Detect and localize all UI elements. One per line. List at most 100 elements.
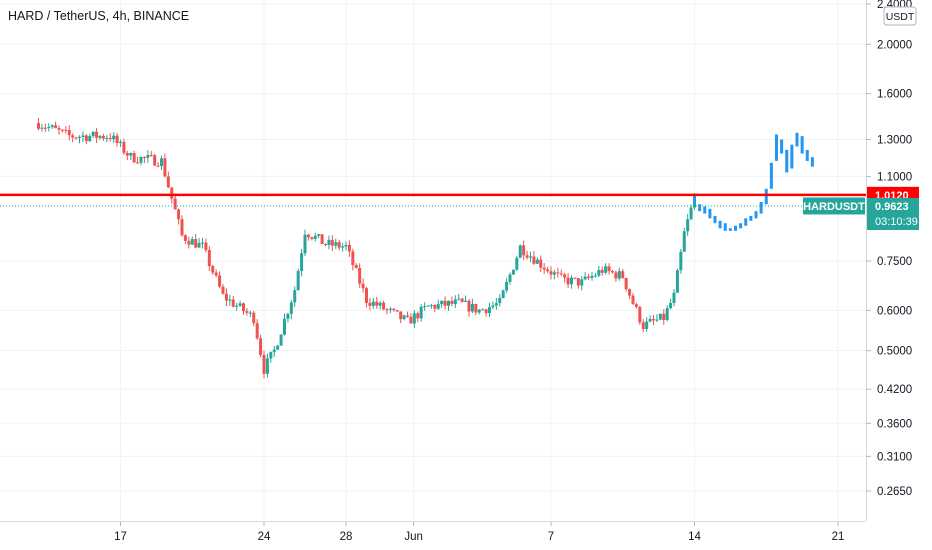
candle-body [173, 198, 177, 210]
projection-bar [713, 215, 717, 224]
candle-body [491, 305, 495, 308]
candle-body [689, 207, 693, 220]
candle-body [453, 299, 457, 304]
price-tick-label: 1.6000 [877, 89, 912, 101]
candle-body [611, 271, 614, 273]
candle-body [194, 239, 198, 248]
candle-body [337, 242, 341, 248]
candle-body [177, 209, 181, 220]
candle-body [409, 316, 413, 324]
candle-body [621, 271, 625, 279]
currency-badge[interactable] [883, 6, 917, 26]
projection-bar [723, 223, 727, 231]
candle-body [593, 275, 597, 277]
projection-bar [785, 149, 789, 173]
time-axis[interactable]: 17 24 28 Jun 7 14 21 [114, 522, 844, 543]
candle-body [378, 302, 382, 306]
candle-body [129, 153, 133, 156]
candle-body [259, 338, 263, 355]
candle-body [289, 302, 293, 314]
candle-body [101, 135, 105, 139]
candle-body [224, 293, 228, 301]
time-tick-label: 28 [340, 531, 353, 543]
candle-body [262, 354, 266, 374]
candle-body [248, 312, 252, 314]
candle-body [481, 309, 485, 311]
candle-body [634, 304, 638, 307]
candle-body [60, 129, 64, 131]
candle-body [559, 273, 563, 275]
candle-body [429, 305, 433, 307]
candle-body [440, 300, 444, 305]
candle-body [78, 136, 81, 138]
symbol-tag-label: HARDUSDT [803, 201, 865, 213]
candle-body [218, 275, 222, 287]
projection-bar [805, 149, 809, 161]
candle-body [132, 153, 136, 163]
candle-body [662, 313, 666, 321]
candle-body [293, 290, 297, 303]
projection-bar [790, 144, 794, 169]
candle-body [235, 305, 239, 307]
candle-body [214, 272, 218, 276]
candle-body [641, 322, 645, 329]
projection-bar [708, 208, 712, 219]
candle-body [207, 250, 211, 267]
candle-body [37, 123, 40, 129]
candle-body [501, 290, 505, 299]
price-tick-label: 0.4200 [877, 384, 912, 396]
symbol-tag [803, 197, 865, 215]
candle-body [279, 334, 283, 346]
candle-body [658, 313, 662, 320]
candle-body [40, 127, 44, 129]
projection-bar [739, 223, 743, 229]
candle-body [628, 289, 632, 296]
candle-body [423, 306, 427, 308]
candle-body [402, 315, 406, 320]
candle-body [498, 298, 502, 304]
price-tick-label: 0.5000 [877, 346, 912, 358]
candle-body [91, 131, 95, 137]
price-tick-label: 1.3000 [877, 135, 912, 147]
candle-body [583, 276, 587, 280]
candle-body [334, 242, 338, 246]
candle-body [276, 345, 280, 350]
candle-body [587, 276, 591, 278]
candle-body [183, 235, 187, 241]
candle-body [272, 349, 276, 352]
candle-body [590, 275, 594, 278]
candle-body [368, 302, 372, 306]
candle-body [665, 308, 669, 321]
price-axis[interactable]: 2.4000 2.0000 1.6000 1.3000 1.1000 0.7500 0.60… [866, 0, 912, 498]
candle-body [142, 156, 146, 158]
candle-body [511, 269, 515, 275]
candle-body [399, 311, 403, 320]
candle-body [675, 270, 679, 293]
candle-body [419, 306, 423, 319]
price-tick-label: 0.3100 [877, 451, 912, 463]
candle-body [624, 278, 628, 290]
candlestick-series [37, 118, 696, 379]
candle-body [344, 244, 348, 247]
candle-body [81, 135, 85, 137]
candle-body [467, 300, 471, 312]
candle-body [361, 283, 365, 289]
candle-body [71, 135, 75, 138]
candle-body [57, 128, 61, 130]
candle-body [464, 300, 468, 302]
price-tick-label: 0.7500 [877, 256, 912, 268]
candle-body [54, 125, 58, 129]
candle-body [136, 162, 140, 164]
candle-body [474, 303, 478, 313]
candle-body [552, 272, 556, 275]
candle-body [522, 245, 526, 256]
candle-body [201, 242, 204, 244]
candle-body [645, 321, 649, 329]
candle-body [180, 219, 184, 236]
candle-body [508, 274, 512, 282]
projection-bar [795, 132, 799, 147]
price-tick-label: 0.6000 [877, 305, 912, 317]
candle-body [166, 176, 170, 188]
candle-body [365, 288, 368, 303]
